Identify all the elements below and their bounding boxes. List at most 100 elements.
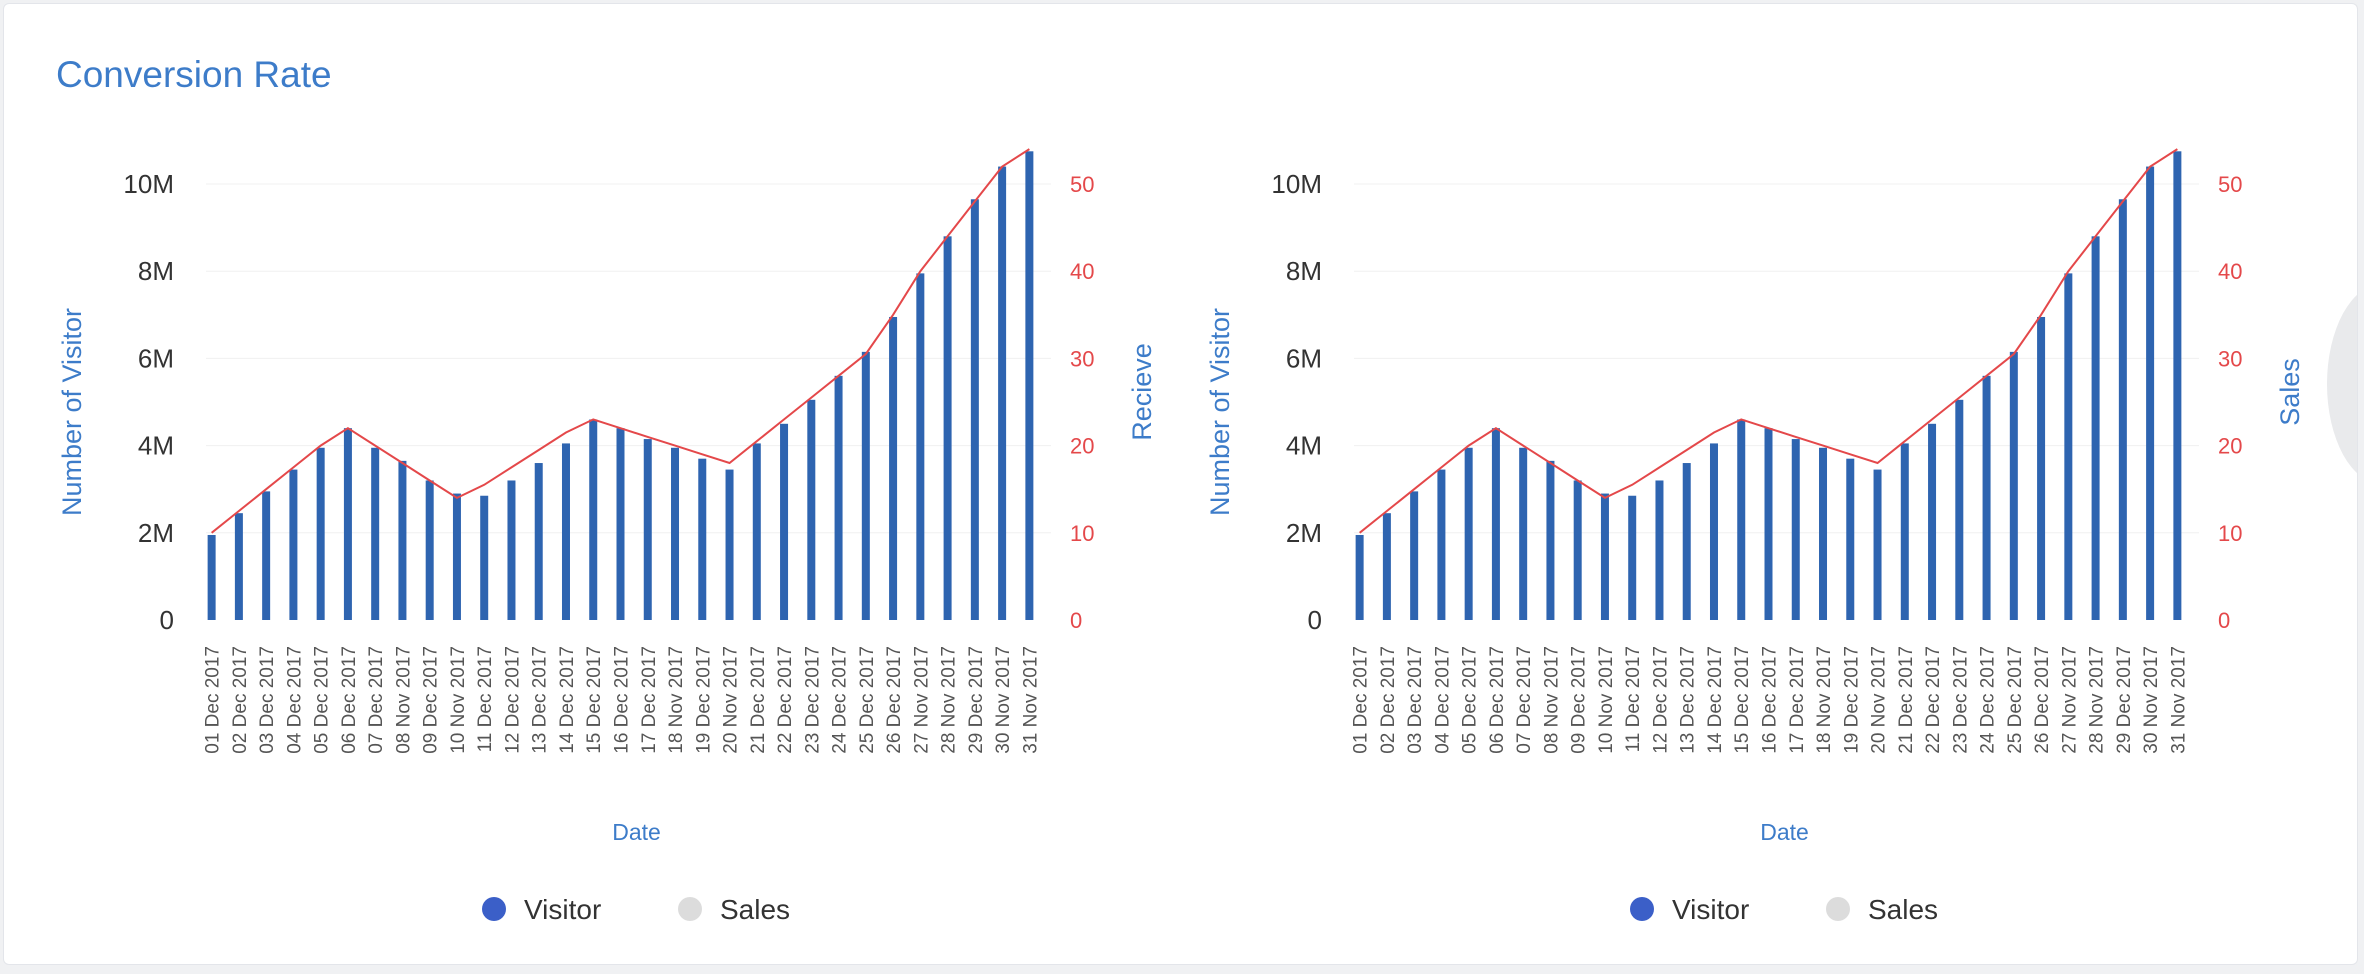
x-axis-tick-label: 31 Nov 2017 bbox=[1020, 646, 1041, 754]
x-axis-tick-label: 18 Nov 2017 bbox=[1814, 646, 1835, 754]
y2-axis-tick-label: 10 bbox=[1070, 521, 1094, 546]
x-axis-tick-label: 12 Dec 2017 bbox=[502, 646, 523, 754]
y-axis-tick-label: 6M bbox=[138, 343, 174, 373]
y2-axis-title: Sales bbox=[2275, 358, 2305, 426]
x-axis-tick-label: 25 Dec 2017 bbox=[2005, 646, 2026, 754]
bar-visitor bbox=[2146, 166, 2155, 620]
bar-visitor bbox=[1928, 423, 1937, 620]
bar-visitor bbox=[1410, 491, 1419, 620]
bar-visitor bbox=[398, 460, 407, 620]
legend-sales-label: Sales bbox=[720, 894, 790, 925]
bar-visitor bbox=[834, 375, 843, 620]
x-axis-tick-label: 15 Dec 2017 bbox=[584, 646, 605, 754]
bar-visitor bbox=[343, 428, 352, 620]
x-axis-tick-label: 05 Dec 2017 bbox=[1460, 646, 1481, 754]
x-axis-tick-label: 11 Dec 2017 bbox=[1623, 646, 1644, 752]
y-axis-tick-label: 10M bbox=[1271, 169, 1322, 199]
legend-visitor-icon bbox=[482, 897, 506, 921]
bar-visitor bbox=[643, 439, 652, 620]
bar-visitor bbox=[889, 316, 898, 620]
y-axis-tick-label: 4M bbox=[1286, 431, 1322, 461]
y-axis-tick-label: 2M bbox=[138, 518, 174, 548]
bar-visitor bbox=[970, 199, 979, 620]
x-axis-tick-label: 21 Dec 2017 bbox=[1896, 646, 1917, 754]
bar-visitor bbox=[1873, 469, 1882, 620]
x-axis-tick-label: 10 Nov 2017 bbox=[1596, 646, 1617, 754]
y2-axis-tick-label: 0 bbox=[2218, 608, 2230, 633]
x-axis-tick-label: 08 Nov 2017 bbox=[1541, 646, 1562, 754]
x-axis-tick-label: 24 Dec 2017 bbox=[1978, 646, 1999, 754]
x-axis-title: Date bbox=[1760, 819, 1809, 845]
bar-visitor bbox=[507, 480, 516, 620]
y2-axis-tick-label: 20 bbox=[2218, 434, 2242, 459]
x-axis-tick-label: 30 Nov 2017 bbox=[993, 646, 1014, 754]
bar-visitor bbox=[561, 443, 570, 620]
bar-visitor bbox=[316, 447, 325, 620]
bar-visitor bbox=[861, 351, 870, 620]
y-axis-tick-label: 6M bbox=[1286, 343, 1322, 373]
y-axis-tick-label: 2M bbox=[1286, 518, 1322, 548]
bar-visitor bbox=[1982, 375, 1991, 620]
bar-visitor bbox=[1491, 428, 1500, 620]
x-axis-tick-label: 26 Dec 2017 bbox=[884, 646, 905, 754]
bar-visitor bbox=[1709, 443, 1718, 620]
conversion-rate-card: Conversion Rate 0 2M 4M 6M 8M 10M 0 10 20 30 40 50 N… bbox=[3, 3, 2358, 965]
x-axis-tick-label: 13 Dec 2017 bbox=[530, 646, 551, 754]
bar-visitor bbox=[2091, 236, 2100, 620]
y-axis-tick-label: 0 bbox=[160, 605, 174, 635]
x-axis-tick-label: 27 Nov 2017 bbox=[2059, 646, 2080, 754]
x-axis-tick-label: 09 Dec 2017 bbox=[1569, 646, 1590, 754]
bar-visitor bbox=[698, 458, 707, 620]
x-axis-tick-label: 06 Dec 2017 bbox=[1487, 646, 1508, 754]
y2-axis-tick-label: 40 bbox=[1070, 259, 1094, 284]
y2-axis-tick-label: 0 bbox=[1070, 608, 1082, 633]
bar-visitor bbox=[1025, 151, 1034, 621]
x-axis-tick-label: 26 Dec 2017 bbox=[2032, 646, 2053, 754]
bar-visitor bbox=[916, 273, 925, 620]
y-axis-tick-label: 8M bbox=[138, 256, 174, 286]
y2-axis-title: Recieve bbox=[1127, 343, 1157, 441]
bar-visitor bbox=[671, 447, 680, 620]
x-axis-tick-label: 20 Nov 2017 bbox=[1869, 646, 1890, 754]
bar-visitor bbox=[207, 534, 216, 620]
x-axis-tick-label: 04 Dec 2017 bbox=[284, 646, 305, 754]
y2-axis-tick-label: 30 bbox=[1070, 346, 1094, 371]
x-axis-tick-label: 04 Dec 2017 bbox=[1432, 646, 1453, 754]
x-axis-tick-label: 24 Dec 2017 bbox=[830, 646, 851, 754]
x-axis-tick-label: 22 Dec 2017 bbox=[1923, 646, 1944, 754]
bar-visitor bbox=[2118, 199, 2127, 620]
bar-visitor bbox=[1900, 443, 1909, 620]
x-axis-tick-label: 28 Nov 2017 bbox=[2087, 646, 2108, 754]
bar-visitor bbox=[1519, 447, 1528, 620]
x-axis-tick-label: 14 Dec 2017 bbox=[1705, 646, 1726, 754]
x-axis-tick-label: 28 Nov 2017 bbox=[939, 646, 960, 754]
legend-visitor-label: Visitor bbox=[1672, 894, 1749, 925]
x-axis-tick-label: 02 Dec 2017 bbox=[230, 646, 251, 754]
bar-visitor bbox=[1655, 480, 1664, 620]
bar-visitor bbox=[371, 447, 380, 620]
bar-visitor bbox=[1464, 447, 1473, 620]
x-axis-tick-label: 03 Dec 2017 bbox=[1405, 646, 1426, 754]
bar-visitor bbox=[1955, 399, 1964, 620]
line-sales bbox=[211, 148, 1030, 534]
bar-visitor bbox=[234, 513, 243, 620]
x-axis-tick-label: 18 Nov 2017 bbox=[666, 646, 687, 754]
y-axis-title: Number of Visitor bbox=[57, 308, 87, 516]
y-axis-tick-label: 10M bbox=[123, 169, 174, 199]
x-axis-tick-label: 06 Dec 2017 bbox=[339, 646, 360, 754]
bar-visitor bbox=[589, 419, 598, 620]
y2-axis-tick-label: 10 bbox=[2218, 521, 2242, 546]
y2-axis-tick-label: 50 bbox=[1070, 172, 1094, 197]
line-sales bbox=[1359, 148, 2178, 534]
y2-axis-tick-label: 20 bbox=[1070, 434, 1094, 459]
bar-visitor bbox=[807, 399, 816, 620]
x-axis-tick-label: 12 Dec 2017 bbox=[1650, 646, 1671, 754]
x-axis-tick-label: 17 Dec 2017 bbox=[1787, 646, 1808, 754]
legend-sales-icon bbox=[678, 897, 702, 921]
bar-visitor bbox=[943, 236, 952, 620]
bar-visitor bbox=[1764, 428, 1773, 620]
y2-axis-tick-label: 30 bbox=[2218, 346, 2242, 371]
x-axis-tick-label: 29 Dec 2017 bbox=[2114, 646, 2135, 754]
x-axis-tick-label: 21 Dec 2017 bbox=[748, 646, 769, 754]
x-axis-tick-label: 16 Dec 2017 bbox=[1760, 646, 1781, 754]
